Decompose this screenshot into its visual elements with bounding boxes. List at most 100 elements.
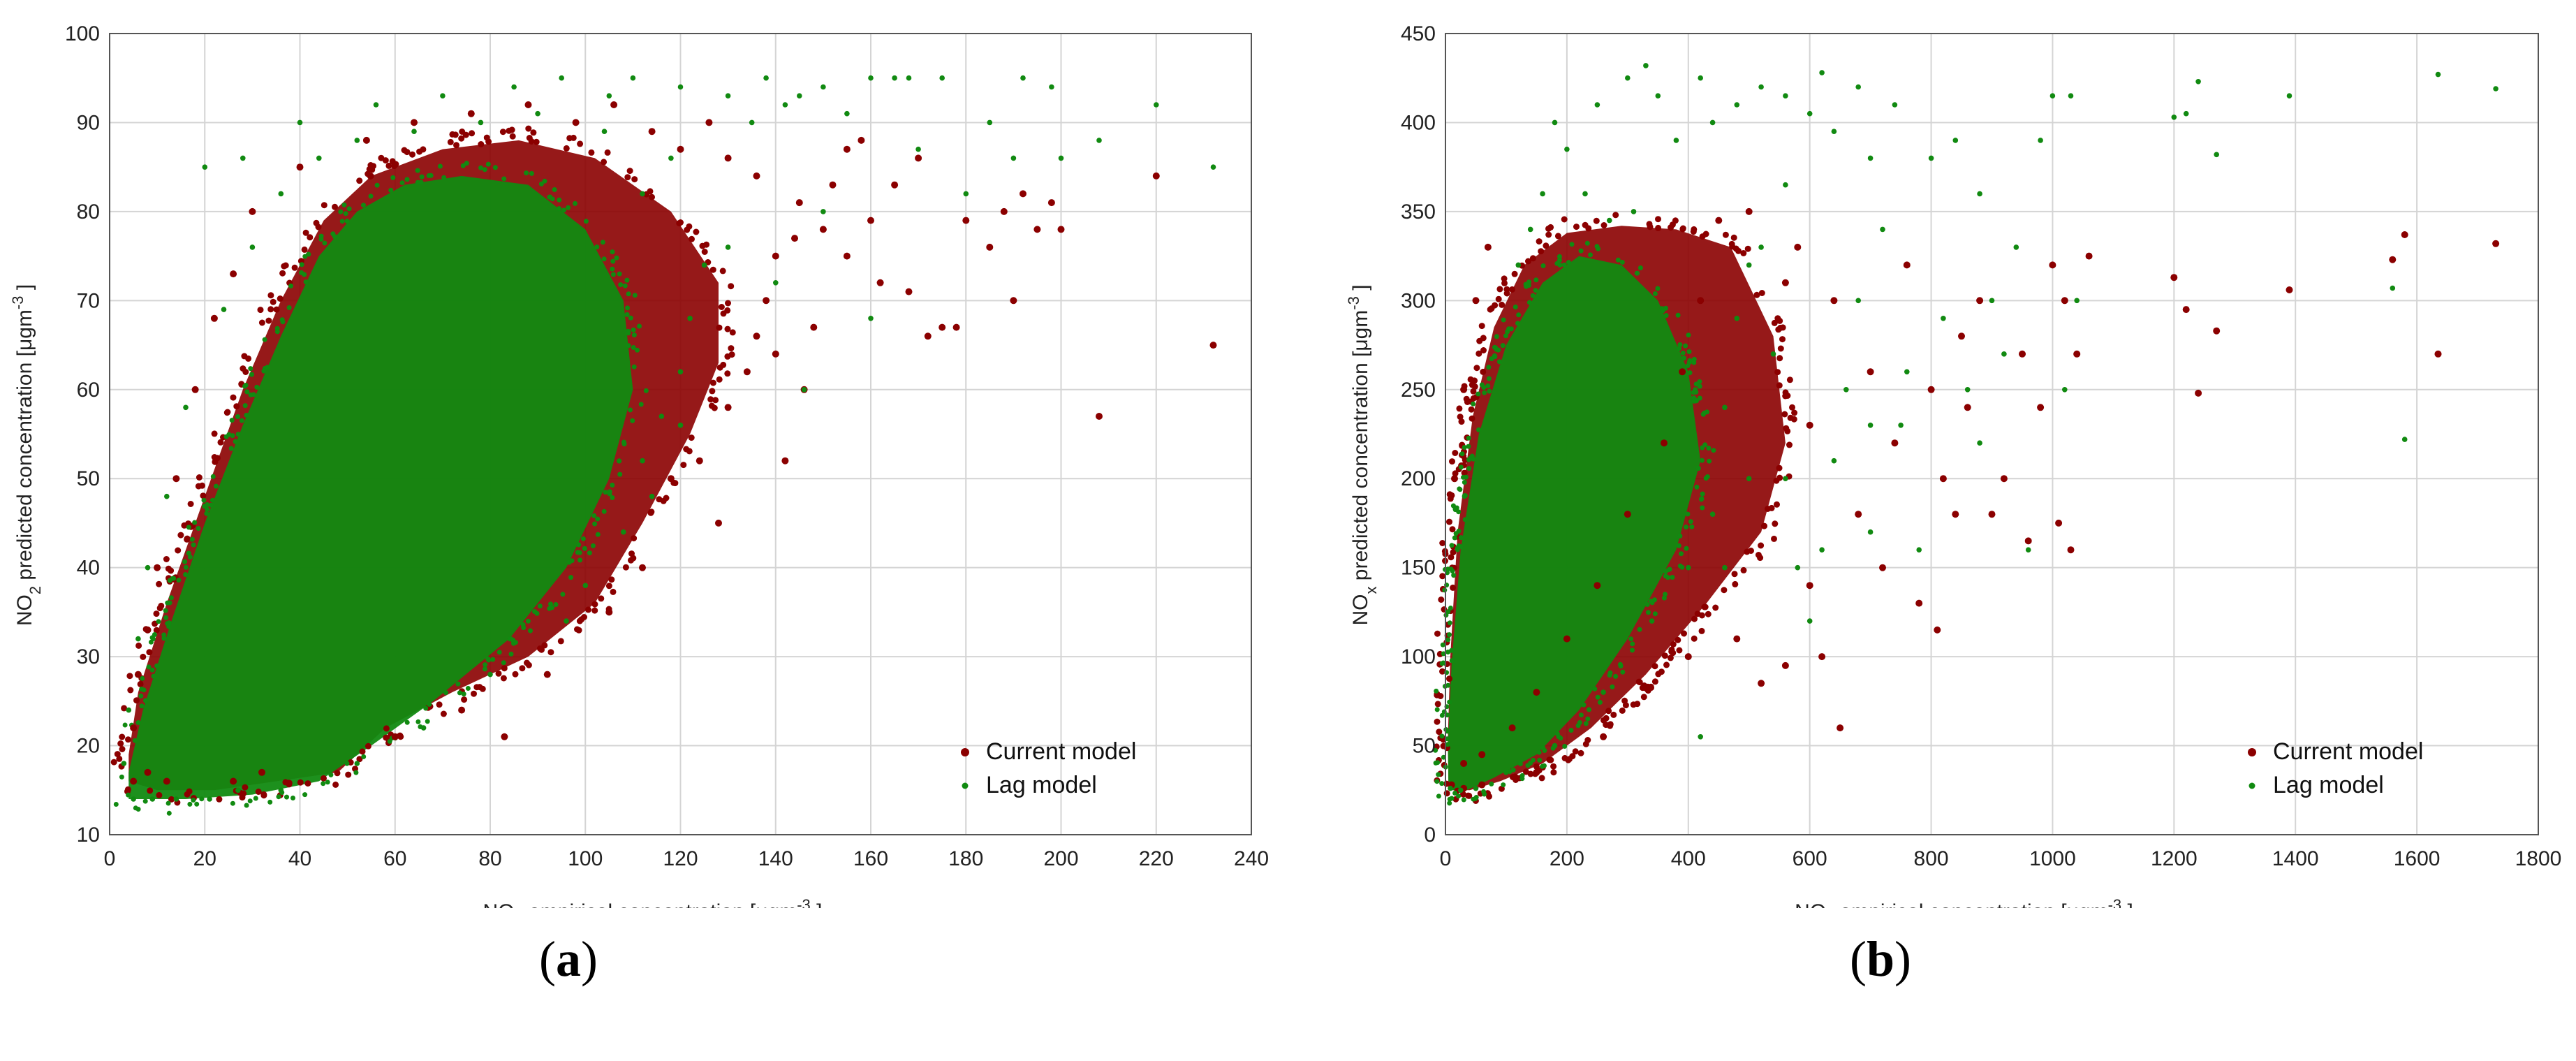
edge-point-current (1642, 685, 1649, 692)
edge-point-current (365, 742, 371, 749)
edge-point-lag (243, 383, 249, 388)
edge-point-lag (1482, 791, 1487, 797)
edge-point-current (1480, 368, 1487, 375)
edge-point-lag (149, 667, 155, 673)
data-point-lag (1898, 423, 1904, 428)
edge-point-lag (418, 180, 424, 185)
edge-point-lag (154, 663, 160, 668)
data-point-current (411, 119, 418, 126)
scatter-chart-a: 0 20 40 60 80 100 120 140 160 180 200 220 240 10 20 30 4… (9, 22, 1269, 908)
edge-point-lag (387, 738, 392, 744)
edge-point-lag (168, 595, 174, 601)
data-point-lag (1941, 316, 1946, 321)
edge-point-current (291, 264, 298, 271)
x-tick-label: 800 (1914, 847, 1949, 870)
edge-point-current (1776, 317, 1783, 324)
edge-point-current (177, 532, 184, 539)
edge-point-current (1469, 381, 1475, 388)
edge-point-lag (1634, 270, 1640, 276)
edge-point-lag (594, 244, 600, 250)
edge-point-lag (325, 780, 330, 785)
data-point-lag (621, 529, 626, 535)
edge-point-lag (415, 719, 421, 724)
data-point-current (1033, 226, 1041, 233)
edge-point-lag (322, 240, 327, 246)
edge-point-lag (1569, 242, 1575, 247)
edge-point-lag (140, 675, 145, 681)
edge-point-lag (510, 638, 516, 643)
edge-point-lag (485, 161, 491, 167)
edge-point-current (240, 790, 247, 797)
edge-point-lag (1458, 464, 1464, 470)
edge-point-lag (465, 686, 471, 691)
edge-point-lag (1462, 480, 1467, 485)
edge-point-lag (537, 603, 543, 609)
edge-point-lag (244, 803, 249, 808)
edge-point-lag (1501, 317, 1506, 323)
edge-point-lag (126, 792, 131, 798)
edge-point-current (297, 779, 304, 786)
edge-point-current (1675, 636, 1681, 643)
edge-point-current (385, 162, 392, 169)
edge-point-current (608, 576, 615, 583)
data-point-lag (2049, 93, 2056, 98)
data-point-lag (1096, 138, 1102, 143)
edge-point-current (1721, 587, 1728, 594)
edge-point-lag (1516, 312, 1522, 318)
y-tick-label: 300 (1401, 289, 1436, 312)
data-point-current (858, 136, 865, 144)
edge-point-current (1786, 441, 1793, 448)
edge-point-current (533, 138, 540, 145)
edge-point-current (175, 547, 182, 554)
edge-point-lag (520, 622, 526, 627)
data-point-current (1715, 217, 1723, 224)
data-point-current (2055, 519, 2063, 527)
data-point-current (501, 733, 508, 740)
edge-point-current (716, 376, 723, 383)
edge-point-current (530, 129, 537, 136)
edge-point-current (1790, 416, 1797, 423)
axis-label-post: empirical concentration [μgm (523, 900, 797, 908)
edge-point-lag (1466, 435, 1471, 441)
edge-point-current (1658, 668, 1665, 675)
edge-point-current (631, 535, 638, 542)
data-point-current (154, 564, 161, 571)
edge-point-current (1437, 693, 1444, 699)
edge-point-current (163, 556, 170, 562)
edge-point-lag (423, 705, 429, 711)
edge-point-current (334, 770, 341, 777)
edge-point-lag (1462, 494, 1467, 499)
edge-point-lag (610, 249, 615, 255)
edge-point-lag (247, 798, 253, 804)
data-point-current (1988, 511, 1996, 518)
data-point-lag (1564, 146, 1570, 152)
edge-point-lag (547, 606, 552, 611)
edge-point-lag (199, 796, 205, 802)
edge-point-current (1774, 369, 1781, 376)
edge-point-lag (1496, 359, 1502, 365)
data-point-lag (1734, 102, 1740, 108)
edge-point-current (267, 306, 274, 313)
x-tick-label: 40 (288, 847, 311, 870)
edge-point-current (724, 325, 731, 332)
edge-point-lag (186, 550, 191, 556)
tick-labels: 0 20 40 60 80 100 120 140 160 180 200 220 240 10 20 30 4… (65, 22, 1269, 870)
edge-point-current (626, 168, 633, 175)
edge-point-current (649, 193, 655, 200)
data-point-lag (249, 244, 256, 250)
plot-frame (1445, 33, 2539, 835)
edge-point-current (1467, 376, 1474, 383)
edge-point-current (270, 298, 277, 305)
edge-point-lag (501, 176, 507, 182)
data-clouds (1448, 226, 1786, 791)
data-point-lag (1831, 129, 1837, 134)
edge-point-lag (176, 578, 182, 583)
edge-point-current (1758, 542, 1765, 549)
edge-point-lag (550, 196, 555, 202)
edge-point-lag (1445, 682, 1451, 688)
edge-point-lag (1697, 379, 1702, 384)
data-point-current (772, 252, 779, 260)
edge-point-lag (1597, 700, 1603, 705)
data-point-current (891, 181, 899, 189)
edge-point-lag (617, 471, 623, 477)
